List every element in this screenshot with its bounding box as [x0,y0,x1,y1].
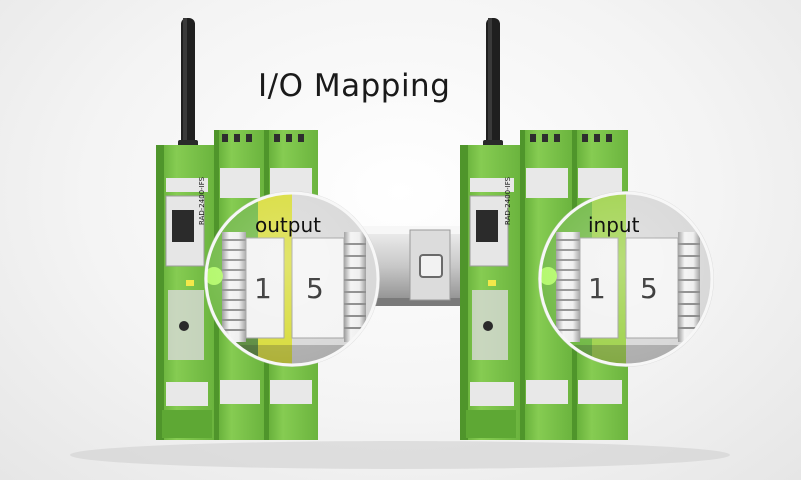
magnifier-output: 1 5 [204,191,380,367]
output-label: output [255,213,321,237]
model-label-right: RAD-2400-IFS [504,176,512,225]
input-label: input [588,213,640,237]
magnifier-input: 1 5 [538,191,714,367]
page-title: I/O Mapping [258,68,451,104]
model-label-left: RAD-2400-IFS [198,176,206,225]
